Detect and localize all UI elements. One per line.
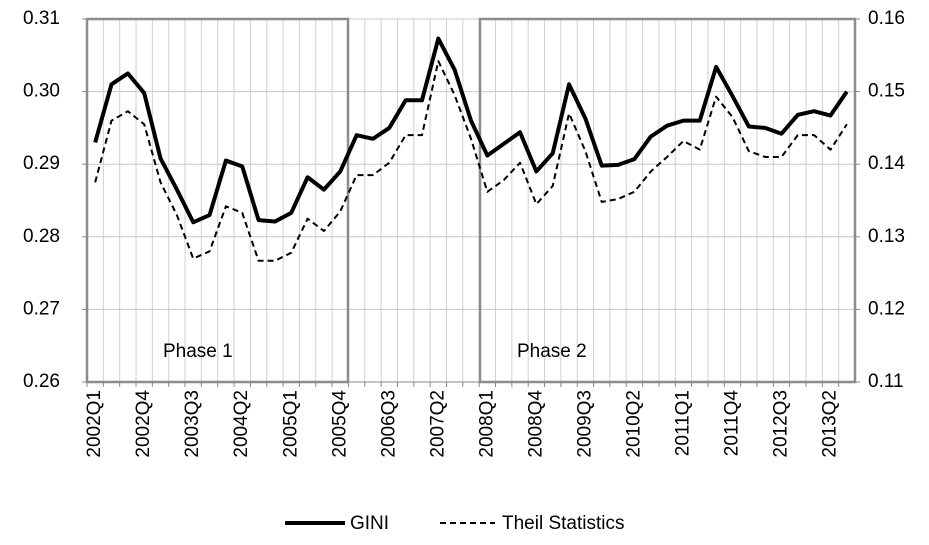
series-line (93, 36, 849, 225)
y-tick-label: 0.31 (23, 8, 60, 29)
y2-tick-label: 0.12 (868, 298, 905, 319)
phase-label: Phase 2 (517, 341, 587, 362)
phase-box (478, 17, 857, 384)
x-tick-label: 2013Q2 (820, 390, 841, 458)
y2-tick-label: 0.14 (868, 153, 905, 174)
x-tick-label: 2005Q1 (280, 390, 301, 458)
y-tick-label: 0.29 (23, 153, 60, 174)
x-tick-label: 2009Q3 (574, 390, 595, 458)
phase-label: Phase 1 (163, 341, 233, 362)
legend-label: GINI (350, 513, 389, 534)
y-tick-label: 0.27 (23, 298, 60, 319)
y-tick-label: 0.26 (23, 371, 60, 392)
y2-tick-label: 0.13 (868, 226, 905, 247)
x-tick-label: 2008Q1 (476, 390, 497, 458)
x-tick-label: 2011Q4 (721, 390, 742, 457)
x-tick-label: 2005Q4 (329, 390, 350, 458)
x-tick-label: 2002Q1 (84, 390, 105, 458)
x-tick-label: 2011Q1 (672, 390, 693, 456)
series-line (94, 60, 848, 262)
phase-box (85, 17, 350, 384)
x-tick-label: 2003Q3 (182, 390, 203, 458)
x-tick-label: 2006Q3 (378, 390, 399, 458)
x-tick-label: 2010Q2 (623, 390, 644, 458)
x-tick-label: 2008Q4 (525, 390, 546, 458)
legend-label: Theil Statistics (502, 513, 624, 534)
y-tick-label: 0.30 (23, 81, 60, 102)
y-tick-label: 0.28 (23, 226, 60, 247)
y2-tick-label: 0.16 (868, 8, 905, 29)
y2-tick-label: 0.11 (868, 371, 904, 392)
x-tick-label: 2004Q2 (231, 390, 252, 458)
x-tick-label: 2007Q2 (427, 390, 448, 458)
x-tick-label: 2012Q3 (770, 390, 791, 458)
x-tick-label: 2002Q4 (133, 390, 154, 458)
y2-tick-label: 0.15 (868, 81, 905, 102)
